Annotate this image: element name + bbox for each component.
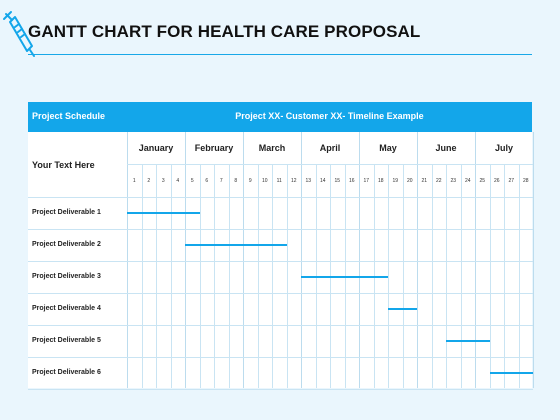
week-label: 26 [493,178,500,184]
week-divider [141,164,143,388]
task-bar [388,308,417,310]
week-divider [156,164,157,388]
task-bar [127,212,200,214]
week-divider [214,164,215,388]
month-label: July [494,143,513,153]
week-divider [257,164,259,388]
week-label: 27 [508,178,515,184]
month-divider [301,132,302,388]
week-label: 6 [205,178,209,184]
month-divider [243,132,244,388]
week-divider [504,164,505,388]
task-label: Project Deliverable 2 [32,241,101,248]
task-label: Project Deliverable 4 [32,305,101,312]
month-divider [185,132,186,388]
task-bar [489,372,533,374]
row-divider [28,293,533,294]
title-divider [28,54,532,55]
week-label: 20 [406,178,413,184]
week-label: 4 [176,178,180,184]
week-label: 5 [190,178,194,184]
week-label: 7 [219,178,223,184]
week-label: 2 [147,178,151,184]
task-bar [185,244,287,246]
row-divider [28,229,533,230]
week-label: 15 [334,178,341,184]
month-label: March [258,143,286,153]
row-divider [28,389,533,390]
week-label: 11 [276,178,282,184]
week-label: 28 [522,178,529,184]
week-label: 17 [363,178,370,184]
week-divider [170,164,172,388]
week-divider [489,164,491,388]
month-divider [127,132,128,388]
task-label: Project Deliverable 5 [32,337,101,344]
task-label: Project Deliverable 3 [32,273,101,280]
week-divider [388,164,389,388]
week-divider [228,164,230,388]
header-bottom-divider [28,197,533,198]
month-row-divider [127,164,533,165]
week-divider [286,164,288,388]
week-divider [446,164,447,388]
task-bar [446,340,490,342]
week-label: 25 [479,178,486,184]
gantt-chart: Project Schedule Project XX- Customer XX… [28,102,534,390]
week-divider [272,164,273,388]
week-label: 13 [305,178,312,184]
page-title: GANTT CHART FOR HEALTH CARE PROPOSAL [28,22,421,41]
week-divider [460,164,462,388]
task-bar [301,276,388,278]
month-divider [475,132,476,388]
row-divider [28,357,533,358]
week-label: 8 [234,178,238,184]
week-label: 21 [421,178,428,184]
week-label: 1 [132,178,136,184]
header-left-label: Project Schedule [32,111,106,121]
week-label: 12 [290,178,297,184]
subheader-label: Your Text Here [32,160,95,170]
week-divider [199,164,201,388]
week-label: 9 [248,178,252,184]
month-divider [359,132,360,388]
week-label: 10 [261,178,268,184]
month-label: June [435,143,457,153]
month-label: April [319,143,341,153]
month-label: January [138,143,174,153]
header-right-label: Project XX- Customer XX- Timeline Exampl… [235,111,424,121]
week-divider [518,164,520,388]
task-label: Project Deliverable 6 [32,369,101,376]
task-label: Project Deliverable 1 [32,209,101,216]
syringe-icon [3,11,35,57]
month-label: May [379,143,397,153]
week-label: 3 [161,178,165,184]
month-divider [417,132,418,388]
week-label: 24 [464,178,471,184]
week-divider [431,164,433,388]
week-label: 16 [348,178,355,184]
week-divider [402,164,404,388]
row-divider [28,325,533,326]
week-label: 22 [435,178,442,184]
table-header: Project Schedule Project XX- Customer XX… [28,102,532,132]
row-divider [28,261,533,262]
week-label: 14 [319,178,326,184]
week-label: 19 [392,178,399,184]
week-label: 18 [377,178,384,184]
week-label: 23 [450,178,457,184]
month-label: February [194,143,234,153]
month-divider [533,132,534,388]
